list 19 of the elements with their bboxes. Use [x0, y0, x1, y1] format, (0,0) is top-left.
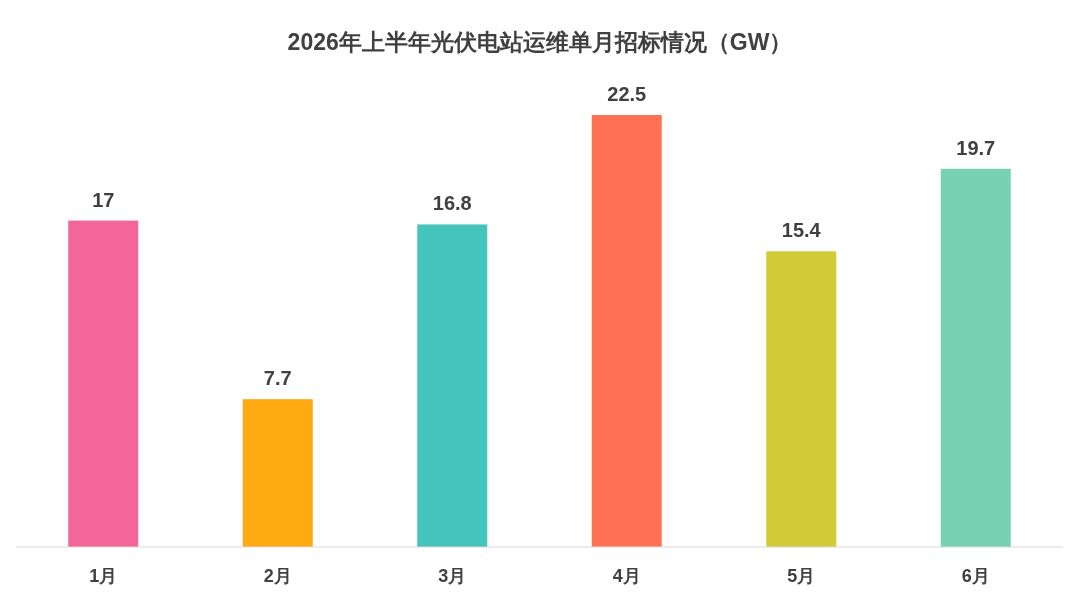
data-label: 16.8 — [432, 192, 472, 215]
data-label: 19.7 — [956, 136, 996, 159]
bar — [242, 399, 313, 547]
data-label: 7.7 — [263, 367, 292, 390]
x-tick-label: 2月 — [263, 566, 292, 586]
x-tick-label: 3月 — [438, 566, 467, 586]
bar — [766, 251, 837, 547]
x-tick-label: 1月 — [89, 566, 118, 586]
x-tick-label: 5月 — [787, 566, 816, 586]
bar — [940, 168, 1011, 547]
x-tick-label: 6月 — [961, 566, 990, 586]
bar — [68, 220, 139, 547]
data-label: 17 — [92, 188, 115, 211]
bar — [591, 115, 662, 547]
bar — [417, 224, 488, 547]
data-label: 22.5 — [607, 83, 647, 105]
chart-title: 2026年上半年光伏电站运维单月招标情况（GW） — [287, 29, 793, 55]
x-tick-label: 4月 — [612, 566, 641, 586]
data-label: 15.4 — [781, 219, 822, 242]
